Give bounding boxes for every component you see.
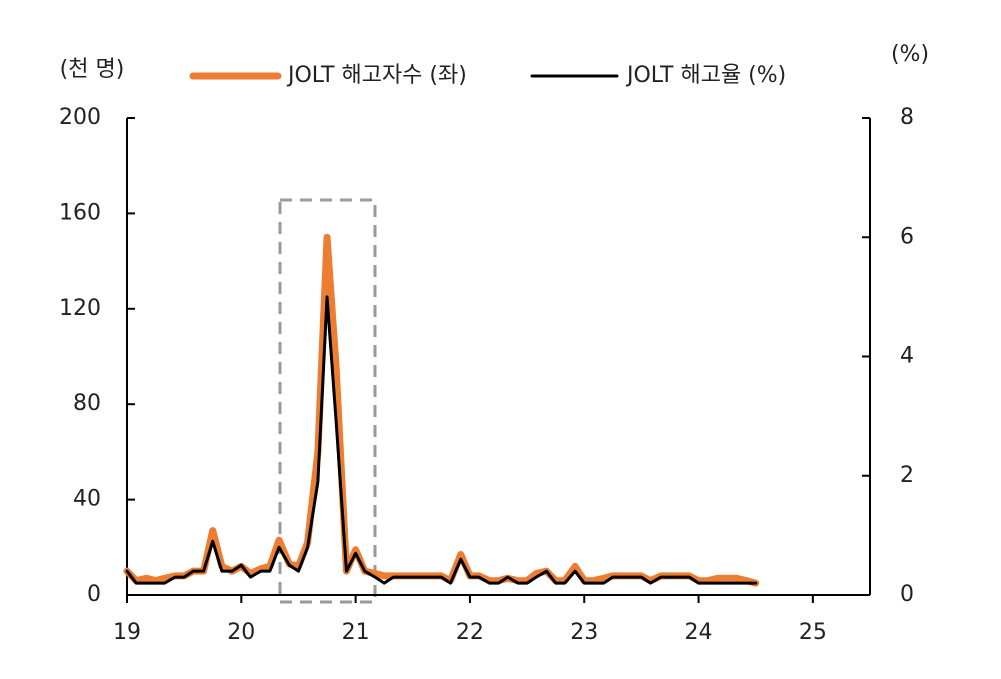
- line-series: [125, 295, 758, 585]
- y2-tick-label: 2: [900, 463, 914, 488]
- x-tick-label: 22: [456, 620, 484, 645]
- legend-label: JOLT 해고자수 (좌): [286, 63, 467, 88]
- y2-tick-label: 4: [900, 344, 914, 369]
- y-tick-label: 200: [59, 105, 101, 130]
- y-tick-label: 40: [73, 487, 101, 512]
- y-tick-label: 120: [59, 296, 101, 321]
- y2-tick-label: 0: [900, 582, 914, 607]
- line-series: [123, 233, 760, 587]
- x-tick-label: 21: [342, 620, 370, 645]
- y2-tick-label: 8: [900, 105, 914, 130]
- x-tick-label: 24: [685, 620, 713, 645]
- y2-tick-label: 6: [900, 224, 914, 249]
- x-tick-label: 23: [570, 620, 598, 645]
- y-axis-label: (천 명): [60, 57, 125, 82]
- y2-axis-label: (%): [891, 42, 929, 67]
- x-tick-label: 19: [113, 620, 141, 645]
- y-tick-label: 160: [59, 200, 101, 225]
- legend-label: JOLT 해고율 (%): [625, 63, 786, 88]
- x-tick-label: 20: [227, 620, 255, 645]
- y-tick-label: 0: [87, 582, 101, 607]
- highlight-box: [278, 198, 377, 604]
- x-tick-label: 25: [799, 620, 827, 645]
- y-tick-label: 80: [73, 391, 101, 416]
